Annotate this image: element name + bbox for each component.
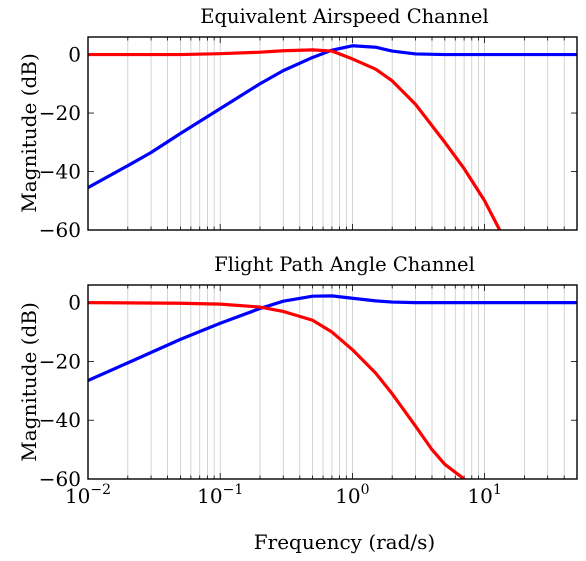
y-tick-label: 0	[68, 291, 81, 315]
x-axis-label: Frequency (rad/s)	[254, 530, 435, 554]
plot-frame	[87, 284, 578, 480]
y-tick-label: −60	[39, 467, 81, 491]
y-tick-label: −20	[39, 101, 81, 125]
chart-title: Flight Path Angle Channel	[214, 253, 475, 276]
x-tick-base: 10	[467, 484, 492, 508]
y-tick-label: −60	[39, 218, 81, 242]
x-tick-exponent: −1	[223, 482, 244, 498]
chart-panel-upper: 0 −20 −40 −60 Equivalent Airspeed Channel Mag…	[17, 5, 578, 242]
y-axis-label: Magnitude (dB)	[17, 53, 41, 213]
series-line-red	[88, 48, 502, 230]
y-tick-label: −20	[39, 349, 81, 373]
x-tick-label: 10−1	[197, 482, 243, 508]
plot-frame	[87, 36, 578, 231]
x-tick-exponent: 1	[493, 482, 502, 498]
x-tick-base: 10	[197, 484, 222, 508]
chart-title: Equivalent Airspeed Channel	[200, 5, 488, 28]
y-tick-label: 0	[68, 43, 81, 67]
x-tick-label: 101	[467, 482, 501, 508]
x-tick-exponent: 0	[361, 482, 370, 498]
x-tick-base: 10	[65, 484, 90, 508]
y-axis-label: Magnitude (dB)	[17, 302, 41, 462]
series-line-blue	[88, 44, 577, 190]
x-tick-exponent: −2	[90, 482, 111, 498]
x-tick-label: 100	[335, 482, 369, 508]
x-tick-label: 10−2	[65, 482, 111, 508]
y-tick-label: −40	[39, 160, 81, 184]
x-tick-base: 10	[335, 484, 360, 508]
series-line-blue	[88, 294, 577, 383]
y-tick-label: −40	[39, 408, 81, 432]
series-line-red	[88, 301, 466, 479]
